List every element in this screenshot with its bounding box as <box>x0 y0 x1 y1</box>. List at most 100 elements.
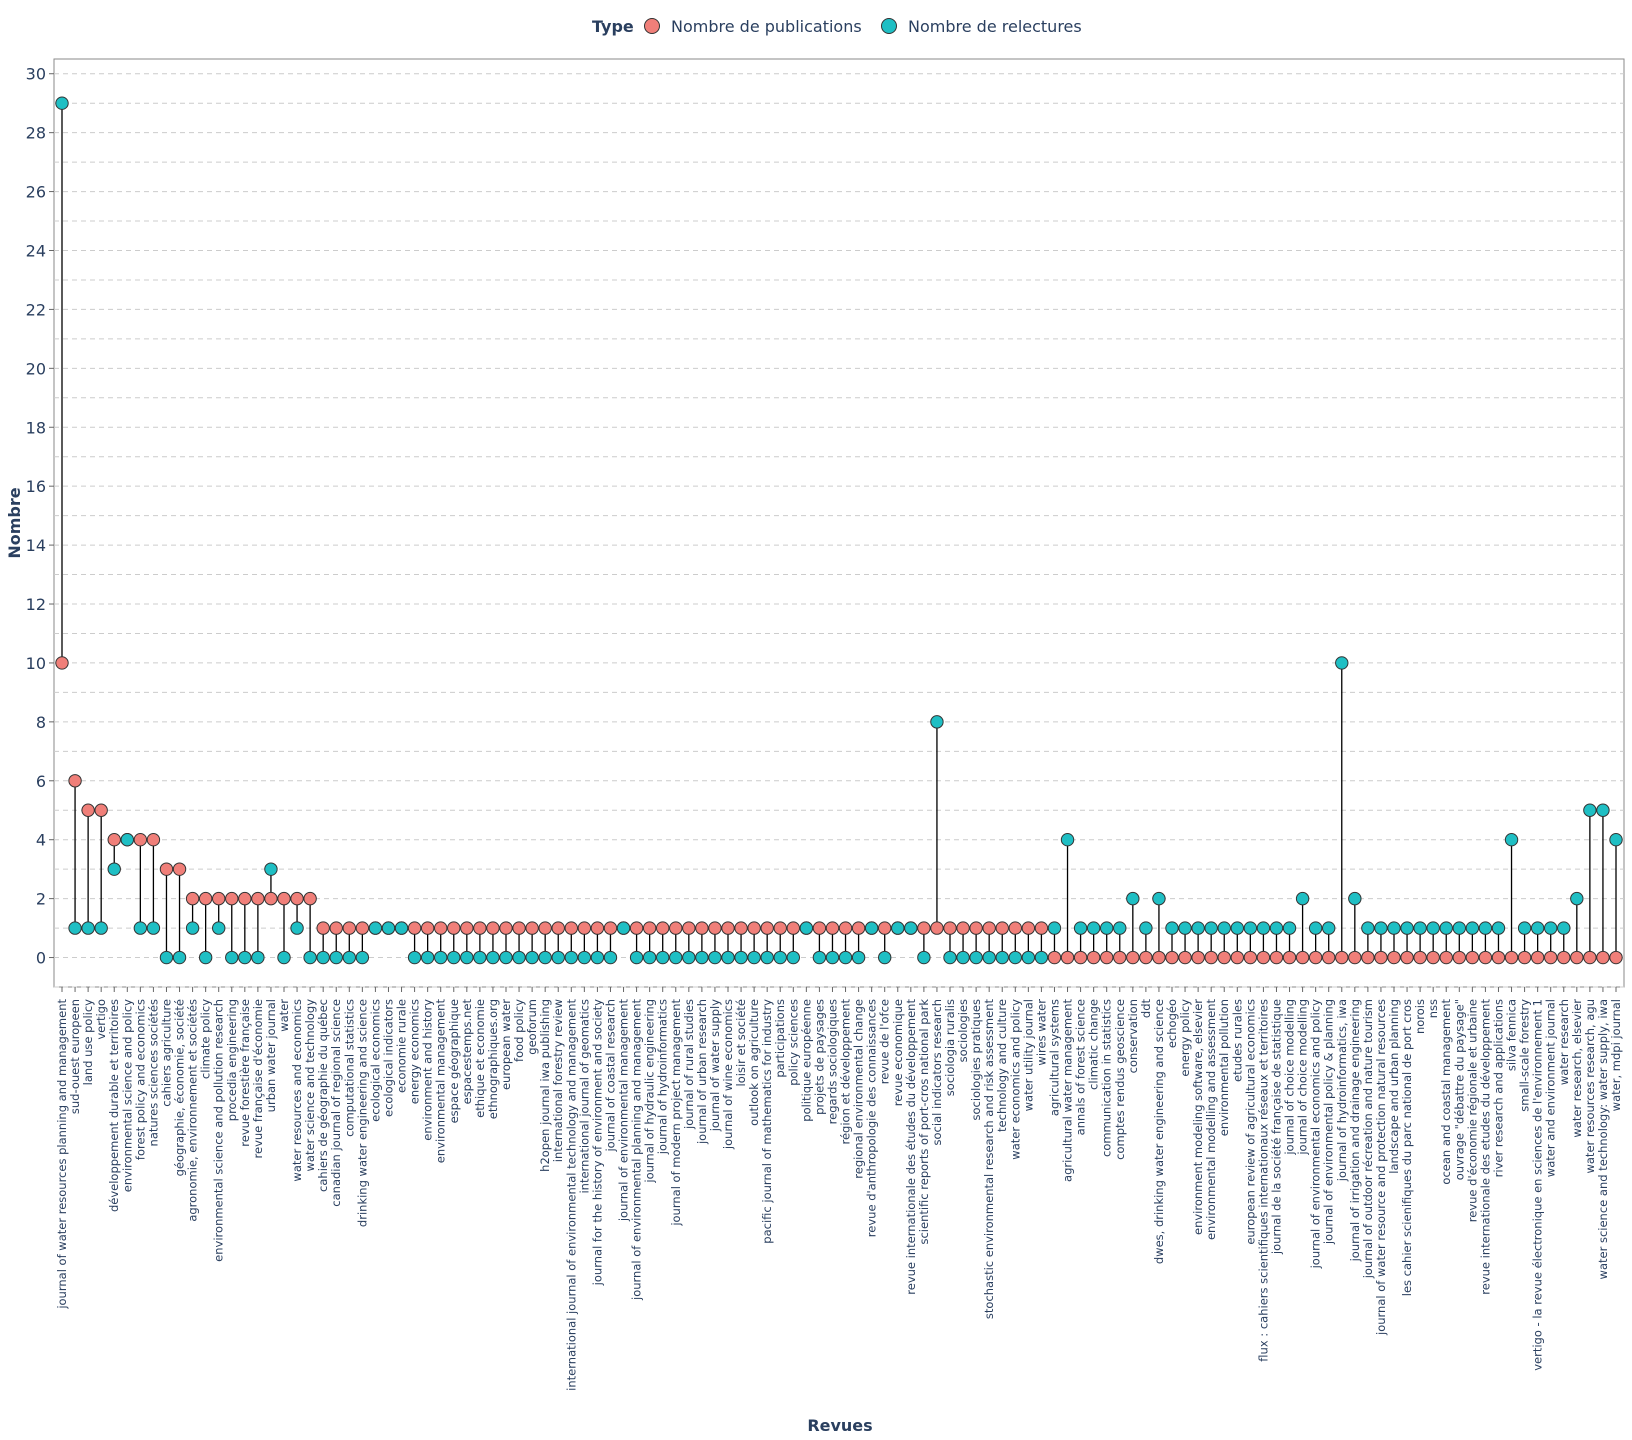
relectures-point <box>107 862 121 876</box>
publications-point <box>499 921 513 935</box>
relectures-point <box>486 950 500 965</box>
relectures-point <box>1269 921 1284 935</box>
x-tick-label: journal of wine economics <box>721 999 735 1150</box>
x-tick-label: revue economique <box>891 999 905 1106</box>
relectures-point <box>251 950 265 965</box>
x-tick-label: canadian journal of regional science <box>329 999 343 1207</box>
relectures-point <box>1596 803 1610 817</box>
relectures-point <box>355 950 370 965</box>
x-tick-label: water science and technology <box>303 999 317 1172</box>
x-tick-label: sociologia ruralis <box>943 999 957 1096</box>
x-tick-label: sud-ouest europeen <box>68 999 82 1114</box>
x-tick-label: land use policy <box>81 999 95 1086</box>
publications-point <box>146 832 161 847</box>
publications-point <box>1452 950 1466 965</box>
legend-label-publications: Nombre de publications <box>671 17 862 36</box>
legend: Type Nombre de publications Nombre de re… <box>592 17 1082 36</box>
x-tick-label: policy sciences <box>786 999 800 1086</box>
relectures-point <box>969 950 983 965</box>
publications-point <box>420 921 435 935</box>
relectures-point <box>930 715 944 729</box>
relectures-point <box>812 950 827 965</box>
x-tick-label: regards sociologiques <box>825 999 839 1124</box>
relectures-point <box>864 921 879 935</box>
publications-point <box>1152 950 1166 965</box>
y-tick-label: 28 <box>26 124 46 143</box>
publications-point <box>1400 950 1414 965</box>
relectures-point <box>329 950 343 965</box>
relectures-point <box>1256 921 1271 935</box>
x-tick-label: drinking water engineering and science <box>355 999 369 1227</box>
x-tick-label: small-scale forestry <box>1518 999 1532 1112</box>
publications-point <box>486 921 500 935</box>
x-tick-label: procedia engineering <box>225 999 239 1121</box>
publications-point <box>1335 950 1349 965</box>
relectures-point <box>1452 921 1466 935</box>
publications-point <box>212 891 226 906</box>
relectures-point <box>1413 921 1427 935</box>
relectures-point <box>891 921 905 935</box>
relectures-point <box>838 950 853 965</box>
publications-point <box>1217 950 1231 965</box>
lollipop-stems <box>61 103 1617 958</box>
publications-point <box>172 862 187 876</box>
relectures-point <box>407 950 422 965</box>
publications-point <box>1165 950 1179 965</box>
x-tick-label: journal of water resources planning and … <box>55 999 69 1310</box>
relectures-point <box>708 950 722 965</box>
relectures-point <box>734 950 748 965</box>
x-tick-label: environmental modelling and assessment <box>1204 999 1218 1241</box>
relectures-point <box>420 950 435 965</box>
publications-point <box>1439 950 1453 965</box>
y-tick-label: 16 <box>26 477 46 496</box>
relectures-point <box>917 950 931 965</box>
relectures-point <box>747 950 761 965</box>
relectures-point <box>1465 921 1480 935</box>
relectures-point <box>1139 921 1153 935</box>
relectures-point <box>642 950 657 965</box>
x-tick-label: journal of choice modelling <box>1296 999 1310 1156</box>
publications-point <box>1504 950 1519 965</box>
relectures-point <box>629 950 644 965</box>
x-tick-label: wires water <box>1034 999 1048 1066</box>
x-tick-label: journal of environmental planning and ma… <box>630 999 644 1301</box>
x-axis-ticks: journal of water resources planning and … <box>55 987 1623 1391</box>
relectures-point <box>290 921 304 935</box>
relectures-point <box>1230 921 1244 935</box>
publications-point <box>407 921 422 935</box>
relectures-point <box>564 950 578 965</box>
x-tick-label: ocean and coastal management <box>1439 999 1453 1185</box>
x-tick-label: technology and culture <box>995 999 1009 1132</box>
publications-point <box>551 921 565 935</box>
relectures-point <box>525 950 539 965</box>
relectures-point <box>851 950 866 965</box>
relectures-point <box>682 950 696 965</box>
publications-point <box>107 832 121 847</box>
x-tick-label: scientific reports of port-cros national… <box>917 999 931 1245</box>
publications-point <box>1361 950 1375 965</box>
relectures-point <box>316 950 330 965</box>
x-tick-label: journal of urban research <box>695 999 709 1145</box>
x-tick-label: h2open journal iwa publishing <box>538 999 552 1172</box>
relectures-point <box>1400 921 1414 935</box>
relectures-point <box>434 950 448 965</box>
plot-area <box>53 58 1625 988</box>
relectures-point <box>1060 832 1075 847</box>
publications-point <box>512 921 526 935</box>
x-tick-label: forest policy and economics <box>133 999 147 1160</box>
publications-point <box>930 921 944 935</box>
publications-point <box>1413 950 1427 965</box>
x-tick-label: water resources and economics <box>290 999 304 1182</box>
x-tick-label: vertigo <box>94 999 108 1040</box>
y-tick-label: 0 <box>36 949 46 968</box>
relectures-point <box>1282 921 1297 935</box>
publications-point <box>525 921 539 935</box>
publications-point <box>303 891 317 906</box>
relectures-point <box>381 921 396 935</box>
relectures-point <box>1387 921 1401 935</box>
publications-point <box>81 803 95 817</box>
publications-point <box>851 921 866 935</box>
x-tick-label: norois <box>1413 999 1427 1034</box>
x-tick-label: international forestry review <box>551 999 565 1162</box>
x-tick-label: natures sciences sociétés <box>146 999 160 1146</box>
